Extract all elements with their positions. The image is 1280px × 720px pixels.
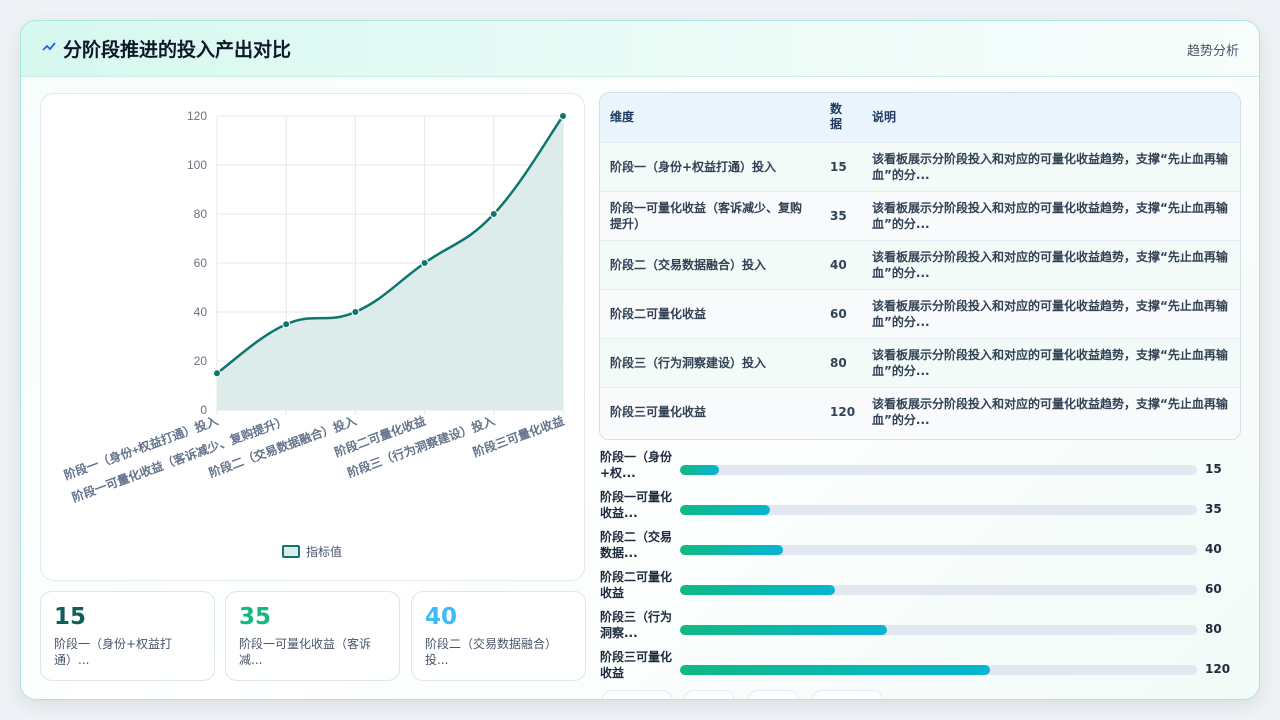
data-point [213, 369, 221, 378]
data-table-panel: 维度 数据 说明 阶段一（身份+权益打通）投入 15 该看板展示分阶段投入和对应… [599, 92, 1241, 440]
progress-value: 80 [1205, 622, 1222, 636]
data-point [489, 210, 498, 218]
y-tick-label: 80 [194, 207, 208, 221]
progress-track [680, 585, 1197, 595]
progress-label: 阶段二（交易数据... [600, 530, 673, 560]
progress-label: 阶段三可量化收益 [600, 650, 673, 680]
kpi-label: 阶段二（交易数据融合）投... [425, 637, 558, 667]
cell-description: 该看板展示分阶段投入和对应的可量化收益趋势，支撑“先止血再输血”的分... [862, 288, 1240, 338]
cell-description: 该看板展示分阶段投入和对应的可量化收益趋势，支撑“先止血再输血”的分... [862, 190, 1240, 240]
kpi-value: 40 [425, 604, 458, 630]
card-header: 分阶段推进的投入产出对比 趋势分析 [21, 21, 1259, 77]
y-tick-label: 100 [187, 158, 207, 172]
cell-description: 该看板展示分阶段投入和对应的可量化收益趋势，支撑“先止血再输血”的分... [862, 141, 1240, 191]
y-tick-label: 40 [194, 305, 208, 319]
table-row: 阶段三可量化收益 120 该看板展示分阶段投入和对应的可量化收益趋势，支撑“先止… [600, 386, 1240, 436]
table-row: 阶段二（交易数据融合）投入 40 该看板展示分阶段投入和对应的可量化收益趋势，支… [600, 239, 1240, 289]
column-header: 数据 [820, 93, 862, 142]
filter-chip[interactable] [601, 690, 673, 699]
page-title: 分阶段推进的投入产出对比 [63, 39, 292, 61]
line-chart-panel: 0 20 40 60 80 100 120 阶段一（身份+权益打通）投入 阶段一可量化收益（客诉… [40, 93, 585, 581]
table-row: 阶段三（行为洞察建设）投入 80 该看板展示分阶段投入和对应的可量化收益趋势，支… [600, 337, 1240, 387]
progress-label: 阶段一（身份+权... [600, 450, 673, 480]
progress-row: 阶段一（身份+权... 15 [600, 449, 1240, 489]
kpi-value: 15 [54, 604, 87, 630]
data-point [282, 320, 291, 329]
data-point [559, 112, 567, 120]
progress-fill [680, 665, 991, 675]
progress-row: 阶段二可量化收益 60 [600, 569, 1240, 609]
cell-dimension: 阶段三（行为洞察建设）投入 [600, 337, 820, 387]
kpi-card: 35 阶段一可量化收益（客诉减... [225, 591, 400, 681]
progress-fill [680, 545, 784, 555]
legend-swatch [282, 545, 300, 558]
series-area [217, 116, 563, 410]
trend-analysis-link[interactable]: 趋势分析 [1186, 44, 1239, 59]
y-tick-label: 120 [187, 109, 207, 123]
progress-track [680, 625, 1197, 635]
line-chart: 020406080100120阶段一（身份+权益打通）投入阶段一可量化收益（客诉… [62, 109, 567, 559]
progress-fill [680, 625, 887, 635]
progress-row: 阶段一可量化收益... 35 [600, 489, 1240, 529]
progress-value: 60 [1205, 582, 1222, 596]
filter-chip[interactable] [747, 690, 799, 699]
cell-dimension: 阶段一（身份+权益打通）投入 [600, 141, 820, 191]
cell-value: 120 [820, 386, 862, 436]
y-tick-label: 60 [194, 256, 208, 270]
data-point [420, 259, 429, 267]
dashboard-card: 分阶段推进的投入产出对比 趋势分析 0 20 40 60 80 100 120 阶段一（身份+… [20, 20, 1260, 700]
progress-value: 35 [1205, 502, 1222, 516]
cell-description: 该看板展示分阶段投入和对应的可量化收益趋势，支撑“先止血再输血”的分... [862, 337, 1240, 387]
progress-track [680, 465, 1197, 475]
progress-fill [680, 465, 719, 475]
cell-description: 该看板展示分阶段投入和对应的可量化收益趋势，支撑“先止血再输血”的分... [862, 386, 1240, 436]
cell-value: 40 [820, 239, 862, 289]
progress-track [680, 505, 1197, 515]
kpi-card: 40 阶段二（交易数据融合）投... [411, 591, 586, 681]
kpi-value: 35 [239, 604, 272, 630]
progress-value: 120 [1205, 662, 1231, 676]
filter-chip[interactable] [811, 690, 883, 699]
progress-track [680, 545, 1197, 555]
progress-label: 阶段三（行为洞察... [600, 610, 673, 640]
cell-value: 35 [820, 190, 862, 240]
filter-chip[interactable] [683, 690, 735, 699]
y-tick-label: 0 [200, 403, 207, 417]
cell-description: 该看板展示分阶段投入和对应的可量化收益趋势，支撑“先止血再输血”的分... [862, 239, 1240, 289]
trend-icon [42, 42, 56, 51]
data-point [351, 308, 360, 316]
table-row: 阶段二可量化收益 60 该看板展示分阶段投入和对应的可量化收益趋势，支撑“先止血… [600, 288, 1240, 338]
progress-label: 阶段一可量化收益... [600, 490, 673, 520]
legend-label: 指标值 [306, 544, 342, 559]
column-header: 维度 [610, 109, 635, 124]
progress-value: 15 [1205, 462, 1222, 476]
table-row: 阶段一可量化收益（客诉减少、复购提升） 35 该看板展示分阶段投入和对应的可量化… [600, 190, 1240, 240]
progress-row: 阶段三可量化收益 120 [600, 649, 1240, 689]
cell-dimension: 阶段一可量化收益（客诉减少、复购提升） [600, 190, 820, 240]
progress-value: 40 [1205, 542, 1222, 556]
kpi-card: 15 阶段一（身份+权益打通）... [40, 591, 215, 681]
column-header: 说明 [872, 109, 897, 124]
cell-value: 60 [820, 288, 862, 338]
series-line [216, 115, 565, 375]
column-header-text: 数据 [830, 102, 843, 132]
y-tick-label: 20 [194, 354, 208, 368]
progress-row: 阶段二（交易数据... 40 [600, 529, 1240, 569]
cell-dimension: 阶段二（交易数据融合）投入 [600, 239, 820, 289]
cell-dimension: 阶段三可量化收益 [600, 386, 820, 436]
cell-value: 15 [820, 141, 862, 191]
progress-row: 阶段三（行为洞察... 80 [600, 609, 1240, 649]
kpi-label: 阶段一可量化收益（客诉减... [239, 637, 372, 667]
kpi-label: 阶段一（身份+权益打通）... [54, 637, 173, 667]
progress-fill [680, 585, 836, 595]
table-row: 阶段一（身份+权益打通）投入 15 该看板展示分阶段投入和对应的可量化收益趋势，… [600, 141, 1240, 191]
cell-value: 80 [820, 337, 862, 387]
progress-track [680, 665, 1197, 675]
progress-label: 阶段二可量化收益 [600, 570, 673, 600]
progress-fill [680, 505, 771, 515]
cell-dimension: 阶段二可量化收益 [600, 288, 820, 338]
table-header-row: 维度 数据 说明 [600, 93, 1240, 142]
data-table: 维度 数据 说明 阶段一（身份+权益打通）投入 15 该看板展示分阶段投入和对应… [600, 93, 1240, 436]
